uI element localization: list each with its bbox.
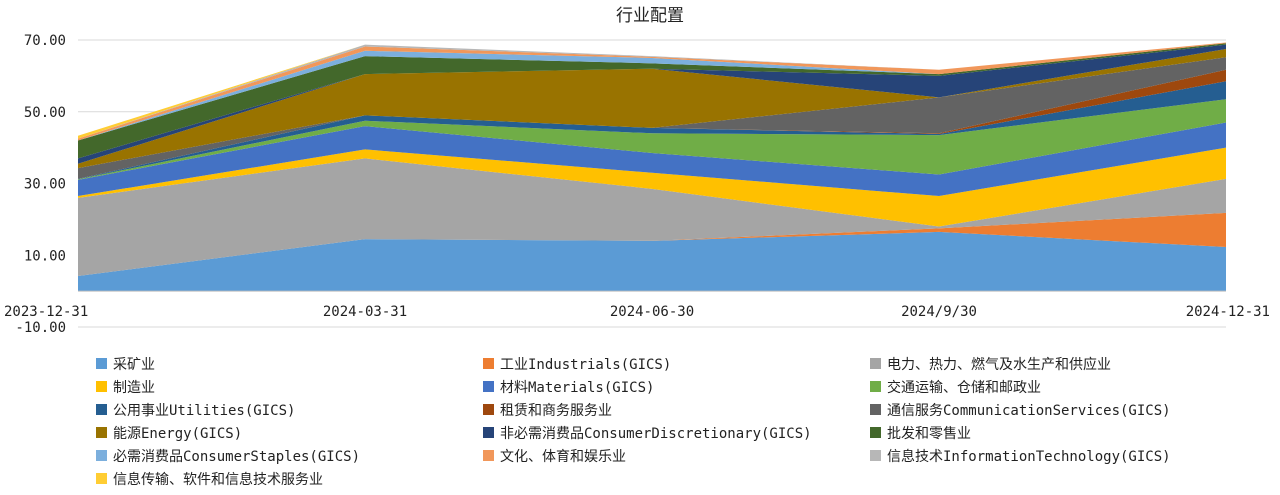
legend-swatch [870,450,881,461]
industry-allocation-chart: 行业配置 -10.00 10.00 30.00 50.00 70.00 2023-12-… [4,6,1270,336]
legend-label: 租赁和商务服务业 [500,402,612,419]
y-tick-label: 70.00 [24,33,66,49]
legend-swatch [870,381,881,392]
area-series [78,212,1226,277]
legend-label: 非必需消费品ConsumerDiscretionary(GICS) [500,425,812,442]
y-tick-label: -10.00 [15,320,66,336]
legend-item: 材料Materials(GICS) [483,375,870,398]
legend-label: 能源Energy(GICS) [113,425,243,442]
legend-label: 工业Industrials(GICS) [500,356,672,373]
legend-label: 信息技术InformationTechnology(GICS) [887,448,1171,465]
legend-item: 信息技术InformationTechnology(GICS) [870,444,1276,467]
legend-item: 信息传输、软件和信息技术服务业 [96,467,483,490]
axes: 2023-12-31 2024-03-31 2024-06-30 2024/9/30 2… [4,290,1270,320]
legend-swatch [870,358,881,369]
stacked-areas [78,42,1226,292]
area-series [78,43,1226,141]
chart-title: 行业配置 [616,6,684,26]
legend-swatch [96,404,107,415]
legend-item: 必需消费品ConsumerStaples(GICS) [96,444,483,467]
area-series [78,231,1226,292]
legend-label: 公用事业Utilities(GICS) [113,402,296,419]
legend-swatch [483,381,494,392]
legend-swatch [870,404,881,415]
legend-swatch [96,358,107,369]
legend-item: 租赁和商务服务业 [483,398,870,421]
legend-swatch [96,427,107,438]
area-series [78,43,1226,159]
legend-swatch [96,381,107,392]
legend-label: 制造业 [113,379,155,396]
legend-label: 批发和零售业 [887,425,971,442]
legend-swatch [483,358,494,369]
legend-item: 非必需消费品ConsumerDiscretionary(GICS) [483,421,870,444]
legend-item: 制造业 [96,375,483,398]
legend-item: 采矿业 [96,352,483,375]
legend-swatch [96,450,107,461]
y-tick-label: 50.00 [24,105,66,121]
legend-item: 公用事业Utilities(GICS) [96,398,483,421]
y-tick-label: 10.00 [24,248,66,264]
legend-label: 交通运输、仓储和邮政业 [887,379,1041,396]
legend-label: 信息传输、软件和信息技术服务业 [113,471,323,488]
area-series [78,122,1226,197]
area-series [78,147,1226,227]
area-series [78,57,1226,179]
x-tick-label: 2023-12-31 [4,304,88,320]
legend-item: 电力、热力、燃气及水生产和供应业 [870,352,1276,375]
legend-item: 通信服务CommunicationServices(GICS) [870,398,1276,421]
x-tick-label: 2024/9/30 [901,304,977,320]
legend-item: 文化、体育和娱乐业 [483,444,870,467]
area-series [78,48,1226,169]
legend-label: 通信服务CommunicationServices(GICS) [887,402,1171,419]
legend-label: 文化、体育和娱乐业 [500,448,626,465]
y-tick-label: 30.00 [24,177,66,193]
x-tick-label: 2024-12-31 [1186,304,1270,320]
legend-swatch [483,427,494,438]
legend-item: 交通运输、仓储和邮政业 [870,375,1276,398]
legend-item: 工业Industrials(GICS) [483,352,870,375]
legend-label: 必需消费品ConsumerStaples(GICS) [113,448,361,465]
legend-swatch [483,404,494,415]
x-tick-label: 2024-03-31 [323,304,407,320]
chart-legend: 采矿业 工业Industrials(GICS) 电力、热力、燃气及水生产和供应业制造… [96,352,1276,490]
area-series [78,158,1226,277]
legend-swatch [483,450,494,461]
area-series [78,99,1226,180]
legend-item: 能源Energy(GICS) [96,421,483,444]
legend-item: 批发和零售业 [870,421,1276,444]
legend-label: 采矿业 [113,356,155,373]
legend-label: 电力、热力、燃气及水生产和供应业 [887,356,1111,373]
legend-swatch [870,427,881,438]
legend-label: 材料Materials(GICS) [500,379,655,396]
area-series [78,81,1226,180]
legend-swatch [96,473,107,484]
x-tick-label: 2024-06-30 [610,304,694,320]
